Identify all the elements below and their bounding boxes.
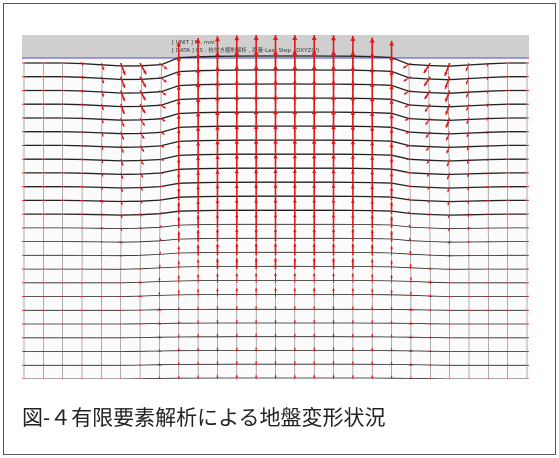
deformation-plot: [ UNIT ] N , mm [ DATA ] CS : 杭付き掘削解析 , … xyxy=(22,35,529,379)
caption: 図-４有限要素解析による地盤変形状況 xyxy=(22,402,385,432)
data-text: [ DATA ] CS : 杭付き掘削解析 , 両量-Last Step , D… xyxy=(172,46,319,54)
figure-frame: [ UNIT ] N , mm [ DATA ] CS : 杭付き掘削解析 , … xyxy=(3,3,556,455)
